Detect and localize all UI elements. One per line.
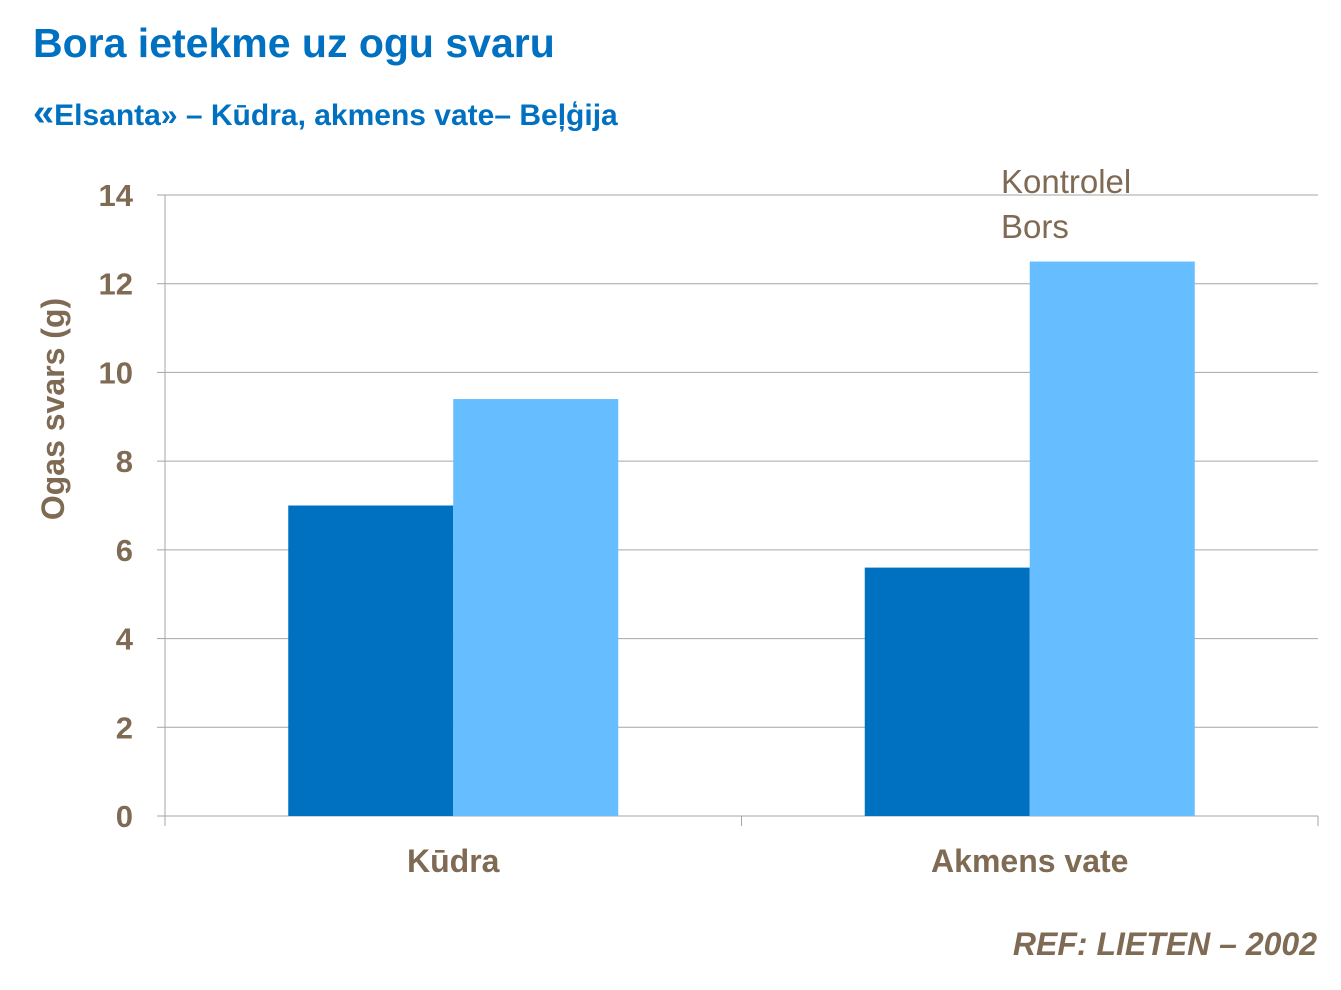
chart-subtitle: «Elsanta» – Kūdra, akmens vate– Beļģija bbox=[33, 92, 618, 135]
y-tick-label: 10 bbox=[99, 355, 133, 390]
y-tick-label: 12 bbox=[99, 267, 133, 302]
y-tick-label: 4 bbox=[116, 622, 134, 657]
y-tick-labels: 0 2 4 6 8 10 12 14 bbox=[99, 178, 134, 834]
legend-entry: Kontrolel bbox=[1001, 163, 1131, 200]
bars bbox=[288, 261, 1195, 816]
y-tick-label: 0 bbox=[116, 799, 133, 834]
bar-kontrolel-1 bbox=[864, 567, 1030, 816]
y-tick-label: 8 bbox=[116, 444, 133, 479]
bar-kontrolel-0 bbox=[288, 505, 454, 816]
bar-bors-0 bbox=[453, 399, 619, 816]
subtitle-text: Elsanta» – Kūdra, akmens vate– Beļģija bbox=[54, 99, 618, 132]
reference-note: REF: LIETEN – 2002 bbox=[1012, 926, 1317, 962]
legend: Kontrolel Bors bbox=[1001, 163, 1131, 245]
x-category-label: Kūdra bbox=[407, 843, 500, 879]
legend-entry: Bors bbox=[1001, 208, 1069, 245]
y-tick-label: 2 bbox=[116, 710, 133, 745]
x-category-labels: Kūdra Akmens vate bbox=[407, 843, 1128, 879]
x-category-label: Akmens vate bbox=[931, 843, 1128, 879]
subtitle-quote-mark: « bbox=[33, 92, 55, 134]
y-tick-label: 6 bbox=[116, 533, 133, 568]
y-tick-label: 14 bbox=[99, 178, 134, 213]
bar-bors-1 bbox=[1029, 261, 1195, 816]
chart-title: Bora ietekme uz ogu svaru bbox=[33, 20, 555, 66]
y-axis-label: Ogas svars (g) bbox=[35, 298, 71, 520]
